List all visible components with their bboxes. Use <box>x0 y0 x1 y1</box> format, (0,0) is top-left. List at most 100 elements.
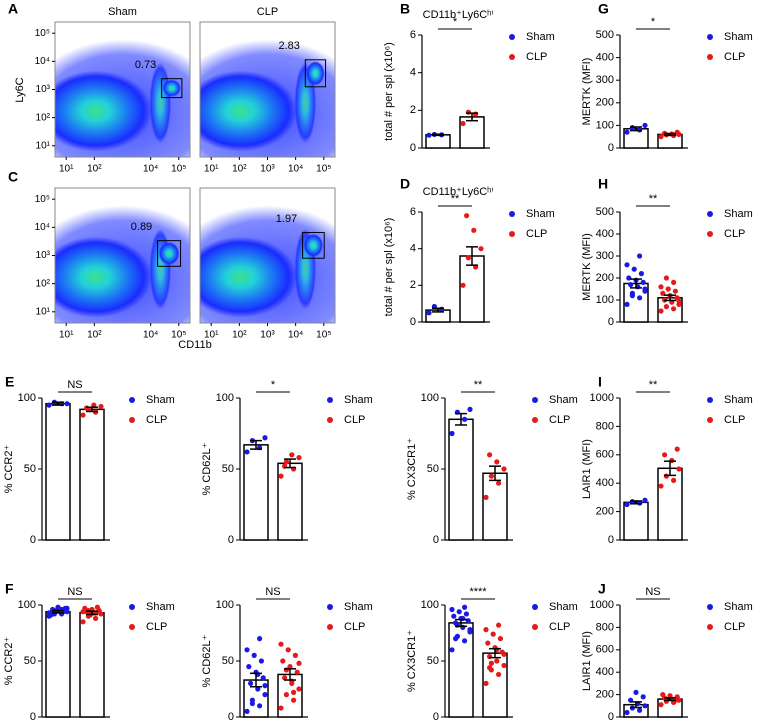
legend-label: CLP <box>526 51 547 63</box>
panel-letter: E <box>5 374 14 390</box>
data-point <box>258 658 264 664</box>
data-point <box>467 406 473 412</box>
density-tail <box>149 62 172 144</box>
y-tick-label: 4 <box>410 67 416 79</box>
y-tick-label: 300 <box>596 74 614 86</box>
data-point <box>464 213 470 219</box>
density-plot <box>200 188 335 323</box>
data-point <box>294 669 300 675</box>
x-tick-label: 10² <box>87 164 102 175</box>
y-tick-label: 50 <box>222 655 234 667</box>
y-tick-label: 6 <box>410 206 416 218</box>
data-point <box>487 665 493 671</box>
data-point <box>483 627 489 633</box>
y-tick-label: 0 <box>30 711 36 722</box>
data-point <box>246 664 252 670</box>
y-tick-label: 200 <box>596 689 614 701</box>
legend-marker <box>129 624 135 630</box>
y-tick-label: 100 <box>18 599 36 611</box>
density-core <box>200 70 298 152</box>
legend-marker <box>327 604 333 610</box>
data-point <box>674 446 680 452</box>
y-tick-label: 100 <box>596 119 614 131</box>
chart-title: CD11b⁺Ly6Cʰⁱ <box>423 9 494 21</box>
y-tick-label: 200 <box>596 97 614 109</box>
data-point <box>296 686 302 692</box>
significance-label: ** <box>649 193 658 205</box>
y-tick-label: 50 <box>427 655 439 667</box>
data-point <box>465 255 471 261</box>
legend-marker <box>129 397 135 403</box>
x-tick-label: 10⁵ <box>316 164 331 175</box>
data-point <box>287 664 293 670</box>
y-tick-label: 500 <box>596 29 614 41</box>
data-point <box>471 227 477 233</box>
bar <box>79 612 105 718</box>
x-tick-label: 10¹ <box>204 330 219 341</box>
legend-label: CLP <box>344 621 365 633</box>
column-title: CLP <box>257 6 278 18</box>
y-tick-label: 10⁴ <box>35 56 50 67</box>
bar <box>448 622 474 718</box>
y-tick-label: 50 <box>222 463 234 475</box>
data-point <box>671 306 677 312</box>
y-axis-label: % CX3CR1⁺ <box>406 438 418 500</box>
x-tick-label: 10¹ <box>59 164 74 175</box>
data-point <box>453 636 459 642</box>
data-point <box>485 640 491 646</box>
legend-marker <box>707 231 713 237</box>
legend-label: Sham <box>344 601 373 613</box>
data-point <box>624 501 630 508</box>
legend-label: Sham <box>549 394 578 406</box>
data-point <box>280 658 286 664</box>
y-tick-label: 300 <box>596 250 614 262</box>
gate <box>157 240 182 267</box>
legend-label: CLP <box>549 414 570 426</box>
data-point <box>496 622 502 628</box>
data-point <box>637 295 643 301</box>
data-point <box>262 683 268 689</box>
legend-marker <box>327 624 333 630</box>
data-point <box>658 483 664 489</box>
data-point <box>94 604 100 610</box>
data-point <box>451 613 457 619</box>
x-tick-label: 10⁴ <box>143 330 158 341</box>
legend-label: CLP <box>724 414 745 426</box>
data-point <box>501 662 507 669</box>
gate-population <box>158 241 180 266</box>
y-tick-label: 800 <box>596 621 614 633</box>
x-tick-label: 10³ <box>260 164 275 175</box>
data-point <box>488 473 494 479</box>
gate-label: 0.89 <box>131 221 152 233</box>
y-tick-label: 400 <box>596 477 614 489</box>
data-point <box>660 692 666 698</box>
y-tick-label: 400 <box>596 228 614 240</box>
y-tick-label: 100 <box>216 392 234 404</box>
legend-label: CLP <box>549 621 570 633</box>
bar <box>45 610 71 718</box>
legend-marker <box>532 624 538 630</box>
legend-label: Sham <box>146 394 175 406</box>
data-point <box>449 430 455 437</box>
y-tick-label: 0 <box>228 711 234 722</box>
legend-marker <box>707 624 713 630</box>
data-point <box>80 412 86 418</box>
y-tick-label: 10⁴ <box>35 222 50 233</box>
panel-letter: A <box>8 1 18 17</box>
gate-label: 2.83 <box>278 40 299 52</box>
data-point <box>490 631 496 637</box>
data-point <box>289 452 295 458</box>
y-tick-label: 4 <box>410 243 416 255</box>
y-tick-label: 0 <box>433 534 439 546</box>
data-point <box>463 611 469 617</box>
data-point <box>637 707 643 713</box>
data-point <box>497 636 503 642</box>
panel-letter: D <box>400 176 410 192</box>
data-point <box>93 615 99 622</box>
y-tick-label: 10⁵ <box>35 28 50 39</box>
data-point <box>262 692 268 698</box>
legend-marker <box>129 417 135 423</box>
x-tick-label: 10² <box>232 330 247 341</box>
data-point <box>676 466 682 472</box>
